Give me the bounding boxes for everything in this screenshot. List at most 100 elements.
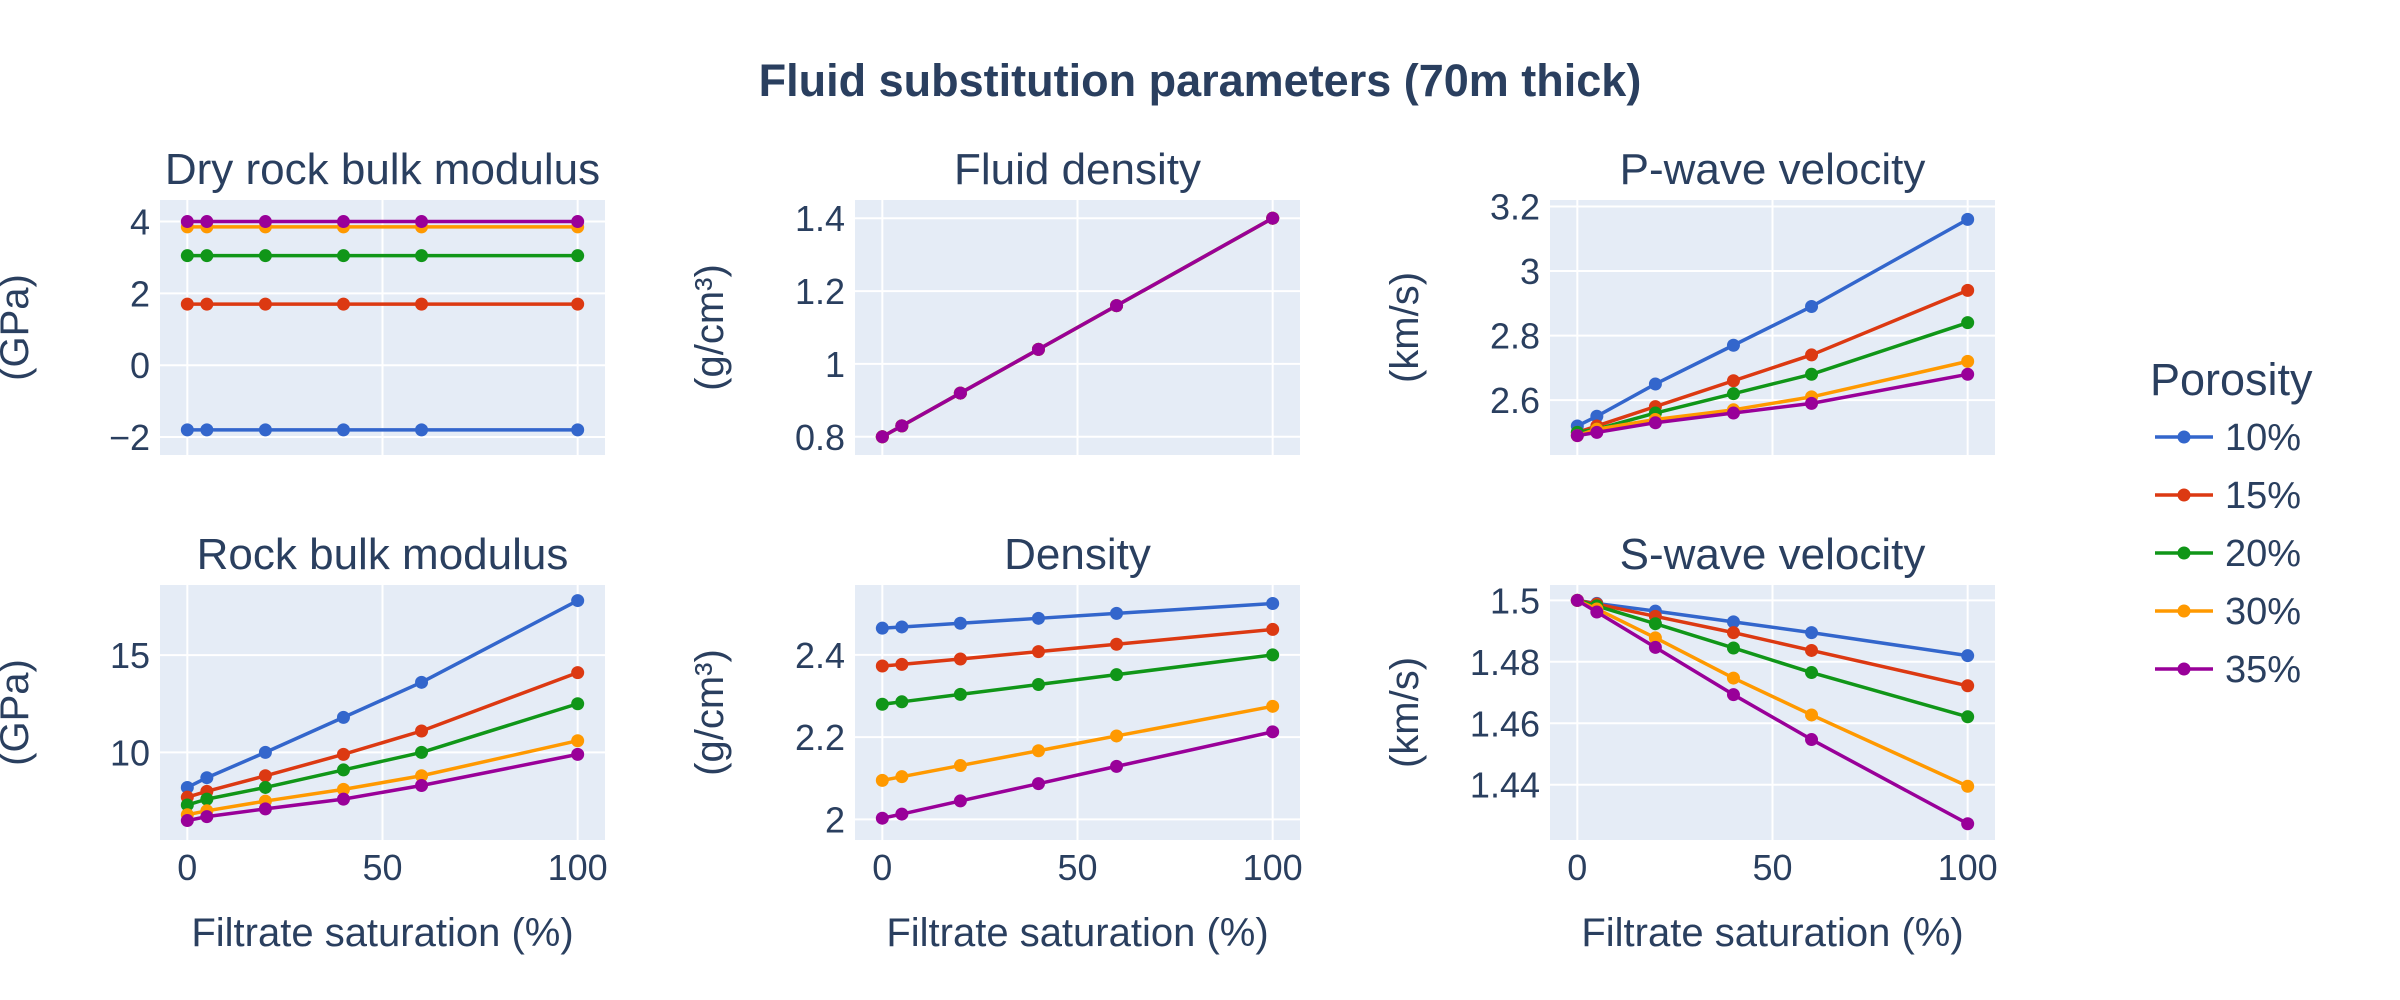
- data-point: [415, 423, 429, 437]
- x-axis-label: Filtrate saturation (%): [191, 911, 573, 955]
- data-point: [1648, 617, 1662, 631]
- legend-marker: [2177, 604, 2191, 618]
- data-point: [1805, 643, 1819, 657]
- data-point: [571, 215, 585, 229]
- data-point: [1961, 649, 1975, 663]
- legend-entry-30[interactable]: 30%: [2155, 591, 2301, 633]
- data-point: [258, 769, 272, 783]
- data-point: [415, 249, 429, 263]
- data-point: [1961, 354, 1975, 368]
- data-point: [571, 297, 585, 311]
- subplot-title: S-wave velocity: [1620, 530, 1926, 579]
- y-axis-label: (g/cm³): [688, 264, 732, 391]
- data-point: [200, 771, 214, 785]
- legend-entry-35[interactable]: 35%: [2155, 649, 2301, 691]
- data-point: [1961, 679, 1975, 693]
- data-point: [200, 423, 214, 437]
- y-tick-label: 3.2: [1490, 186, 1540, 227]
- data-point: [1726, 671, 1740, 685]
- data-point: [1805, 367, 1819, 381]
- x-tick-label: 100: [1938, 847, 1998, 888]
- series-30: [875, 699, 1280, 787]
- data-point: [571, 734, 585, 748]
- legend-entry-10[interactable]: 10%: [2155, 417, 2301, 459]
- legend-entry-20[interactable]: 20%: [2155, 533, 2301, 575]
- data-point: [875, 697, 889, 711]
- series-10: [180, 594, 585, 794]
- data-point: [1590, 425, 1604, 439]
- data-point: [415, 778, 429, 792]
- legend-label: 35%: [2225, 649, 2301, 691]
- data-point: [200, 792, 214, 806]
- legend-marker: [2177, 546, 2191, 560]
- data-point: [258, 297, 272, 311]
- legend-label: 20%: [2225, 533, 2301, 575]
- data-point: [895, 695, 909, 709]
- y-axis-label: (km/s): [1383, 272, 1427, 383]
- data-point: [1961, 779, 1975, 793]
- y-tick-label: 2: [130, 273, 150, 314]
- data-point: [953, 687, 967, 701]
- data-point: [1961, 283, 1975, 297]
- y-tick-label: 4: [130, 202, 150, 243]
- data-point: [571, 594, 585, 608]
- data-point: [1110, 759, 1124, 773]
- data-point: [895, 770, 909, 784]
- data-point: [1961, 316, 1975, 330]
- y-axis-label: (km/s): [1383, 657, 1427, 768]
- data-point: [180, 798, 194, 812]
- data-point: [875, 773, 889, 787]
- series-35: [180, 215, 585, 229]
- x-tick-label: 100: [1243, 847, 1303, 888]
- y-tick-label: 2.6: [1490, 380, 1540, 421]
- y-tick-label: 15: [110, 635, 150, 676]
- data-point: [1726, 641, 1740, 655]
- data-point: [1031, 678, 1045, 692]
- y-tick-label: 2.4: [795, 635, 845, 676]
- data-point: [875, 430, 889, 444]
- y-tick-label: 1: [825, 344, 845, 385]
- data-point: [1031, 611, 1045, 625]
- series-10: [875, 597, 1280, 635]
- data-point: [336, 423, 350, 437]
- legend: Porosity 10% 15% 20% 30% 35%: [2150, 354, 2313, 691]
- data-point: [895, 657, 909, 671]
- data-point: [1726, 387, 1740, 401]
- series-35: [1570, 367, 1975, 443]
- data-point: [1266, 648, 1280, 662]
- y-tick-label: −2: [109, 417, 150, 458]
- data-point: [1805, 666, 1819, 680]
- data-point: [1805, 733, 1819, 747]
- data-point: [1648, 416, 1662, 430]
- data-point: [415, 724, 429, 738]
- data-point: [1961, 817, 1975, 831]
- data-point: [180, 297, 194, 311]
- x-tick-label: 50: [1752, 847, 1792, 888]
- subplot-title: Rock bulk modulus: [197, 530, 569, 579]
- subplot-dry-rock-bulk-modulus: −2 0 2 4 Dry rock bulk modulus (GPa): [0, 145, 605, 458]
- data-point: [258, 249, 272, 263]
- data-point: [415, 745, 429, 759]
- data-point: [1805, 626, 1819, 640]
- series-20: [180, 249, 585, 263]
- y-tick-label: 1.46: [1470, 703, 1540, 744]
- legend-entry-15[interactable]: 15%: [2155, 475, 2301, 517]
- legend-marker: [2177, 430, 2191, 444]
- data-point: [336, 249, 350, 263]
- data-point: [1266, 211, 1280, 225]
- series-15: [180, 297, 585, 311]
- y-axis-label: (g/cm³): [688, 649, 732, 776]
- data-point: [180, 215, 194, 229]
- x-tick-label: 0: [872, 847, 892, 888]
- data-point: [1961, 367, 1975, 381]
- data-point: [1961, 212, 1975, 226]
- data-point: [875, 811, 889, 825]
- y-tick-label: 0.8: [795, 417, 845, 458]
- subplot-density: 2 2.2 2.4 0 50 100 Filtrate saturation (%) Dens…: [688, 530, 1303, 955]
- subplot-rock-bulk-modulus: 10 15 0 50 100 Filtrate saturation (%) Rock bu…: [0, 530, 608, 955]
- data-point: [1726, 615, 1740, 629]
- x-tick-label: 100: [548, 847, 608, 888]
- data-point: [571, 666, 585, 680]
- data-point: [953, 794, 967, 808]
